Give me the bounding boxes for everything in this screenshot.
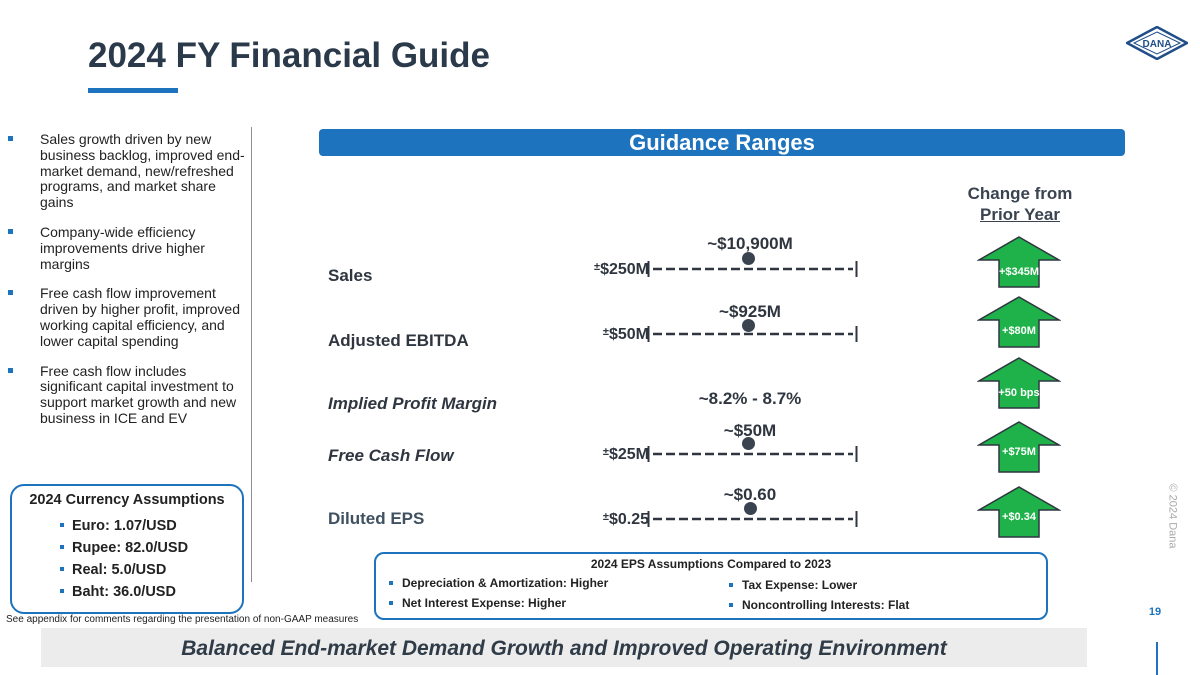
bullet-marker [8, 136, 13, 141]
up-arrow-icon [977, 296, 1061, 348]
sales-center-value: ~$10,900M [707, 234, 793, 253]
bullet-marker [8, 367, 13, 373]
currency-item: Euro: 1.07/USD [60, 515, 188, 537]
margin-change-value: +50 bps [998, 387, 1040, 399]
footnote: See appendix for comments regarding the … [6, 614, 359, 625]
page-number: 19 [1148, 606, 1162, 618]
bullet-marker [8, 290, 13, 296]
eps-assumptions-title: 2024 EPS Assumptions Compared to 2023 [590, 557, 832, 571]
eps-center-value: ~$0.60 [723, 485, 777, 504]
driver-bullets: Sales growth driven by new business back… [8, 131, 248, 441]
row-label-diluted-eps: Diluted EPS [328, 509, 425, 528]
row-label-free-cash-flow: Free Cash Flow [328, 446, 454, 465]
sales-range-label: ±$250M [594, 261, 649, 278]
fcf-range-bar [647, 446, 858, 462]
vertical-divider [251, 127, 252, 582]
row-label-sales: Sales [328, 266, 373, 285]
fcf-midpoint-dot [742, 437, 755, 450]
fcf-range-label: ±$25M [602, 446, 649, 463]
profit-margin-value: ~8.2% - 8.7% [698, 389, 802, 408]
currency-assumptions-box: 2024 Currency Assumptions Euro: 1.07/USD… [10, 484, 244, 614]
bullet-item: Sales growth driven by new business back… [8, 131, 248, 211]
copyright-text: © 2024 Dana [1166, 483, 1179, 549]
bullet-marker [8, 228, 13, 234]
ebitda-change-value: +$80M [1002, 325, 1036, 337]
title-underline [88, 88, 178, 93]
up-arrow-icon [977, 486, 1061, 538]
up-arrow-icon [977, 236, 1061, 288]
sales-change-value: +$345M [998, 266, 1040, 278]
up-arrow-icon [977, 421, 1061, 473]
eps-range-label: ±$0.25 [602, 511, 649, 528]
dana-logo: DANA [1124, 25, 1190, 61]
currency-list: Euro: 1.07/USD Rupee: 82.0/USD Real: 5.0… [60, 515, 188, 603]
eps-assumption-item: Depreciation & Amortization: Higher [389, 576, 608, 590]
accent-rule [1156, 642, 1158, 675]
row-label-implied-profit-margin: Implied Profit Margin [328, 394, 498, 413]
bullet-item: Free cash flow improvement driven by hig… [8, 285, 248, 349]
bullet-item: Free cash flow includes significant capi… [8, 363, 248, 427]
eps-assumption-item: Net Interest Expense: Higher [389, 596, 566, 610]
fcf-change-value: +$75M [1002, 446, 1036, 458]
ebitda-range-bar [647, 326, 858, 342]
ebitda-center-value: ~$925M [719, 302, 781, 321]
eps-assumption-item: Noncontrolling Interests: Flat [729, 598, 909, 612]
eps-range-bar [647, 511, 858, 527]
row-label-adjusted-ebitda: Adjusted EBITDA [328, 331, 469, 350]
eps-assumptions-box: 2024 EPS Assumptions Compared to 2023 De… [374, 552, 1048, 620]
currency-item: Baht: 36.0/USD [60, 581, 188, 603]
bullet-item: Company-wide efficiency improvements dri… [8, 224, 248, 272]
eps-change-value: +$0.34 [1002, 511, 1036, 523]
up-arrow-icon [977, 357, 1061, 409]
logo-text: DANA [1143, 39, 1172, 50]
ebitda-range-label: ±$50M [602, 326, 649, 343]
fcf-center-value: ~$50M [723, 421, 777, 440]
currency-item: Real: 5.0/USD [60, 559, 188, 581]
guidance-ranges-header: Guidance Ranges [319, 129, 1125, 156]
sales-midpoint-dot [742, 252, 755, 265]
eps-midpoint-dot [744, 502, 757, 515]
currency-title: 2024 Currency Assumptions [29, 492, 225, 508]
currency-item: Rupee: 82.0/USD [60, 537, 188, 559]
page-title: 2024 FY Financial Guide [88, 36, 491, 75]
ebitda-midpoint-dot [742, 319, 755, 332]
sales-range-bar [647, 261, 858, 277]
change-from-prior-year-header: Change from Prior Year [967, 184, 1073, 224]
summary-banner: Balanced End-market Demand Growth and Im… [41, 628, 1087, 667]
eps-assumption-item: Tax Expense: Lower [729, 578, 857, 592]
